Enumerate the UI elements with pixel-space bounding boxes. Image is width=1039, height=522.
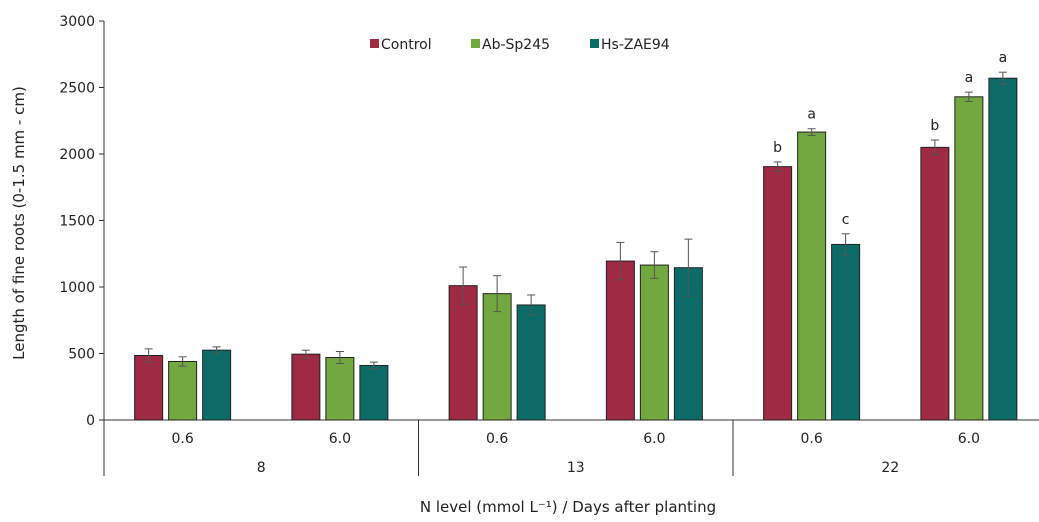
bar: [763, 166, 793, 421]
bar: [134, 354, 164, 421]
bar: [639, 264, 669, 421]
bar: [359, 364, 389, 421]
y-tick-label: 0: [86, 413, 95, 429]
y-tick-label: 2500: [59, 81, 95, 97]
legend: Control Ab-Sp245 Hs-ZAE94: [370, 37, 670, 53]
y-tick-label: 500: [68, 347, 95, 363]
legend-swatch: [471, 39, 480, 48]
y-axis-title: Length of fine roots (0-1.5 mm - cm): [10, 86, 28, 360]
bar: [954, 96, 984, 421]
significance-label: a: [807, 107, 816, 123]
significance-label: c: [842, 212, 850, 228]
category-label: 0.6: [800, 431, 822, 447]
bar: [605, 260, 635, 421]
category-label: 6.0: [329, 431, 351, 447]
bar: [516, 304, 546, 421]
significance-label: a: [999, 50, 1008, 66]
significance-label: b: [930, 118, 939, 134]
legend-swatch: [370, 39, 379, 48]
bar: [831, 243, 861, 421]
category-label: 6.0: [643, 431, 665, 447]
legend-label: Ab-Sp245: [482, 37, 550, 53]
category-label: 0.6: [486, 431, 508, 447]
significance-label: b: [773, 140, 782, 156]
bar: [448, 285, 478, 421]
legend-label: Hs-ZAE94: [601, 37, 670, 53]
category-label: 0.6: [171, 431, 193, 447]
y-tick-label: 1500: [59, 214, 95, 230]
legend-label: Control: [381, 37, 432, 53]
bar: [168, 360, 198, 421]
bar: [482, 293, 512, 421]
y-tick-label: 1000: [59, 280, 95, 296]
bar: [920, 146, 950, 421]
bar: [202, 349, 232, 421]
bar: [325, 356, 355, 421]
x-axis-title: N level (mmol L⁻¹) / Days after planting: [420, 498, 716, 516]
bar: [797, 131, 827, 421]
y-tick-label: 3000: [59, 14, 95, 30]
category-label: 6.0: [958, 431, 980, 447]
y-tick-label: 2000: [59, 147, 95, 163]
bar: [291, 353, 321, 421]
group-label: 13: [567, 460, 585, 476]
group-label: 8: [257, 460, 266, 476]
group-label: 22: [881, 460, 899, 476]
bar: [988, 77, 1018, 421]
axes: 0 500 1000 1500 2000 2500 3000 8 13 22 0.6 6.0 0.6 6.…: [59, 14, 1039, 476]
significance-label: a: [965, 70, 974, 86]
bars: b b a a c a: [134, 50, 1018, 421]
legend-swatch: [590, 39, 599, 48]
